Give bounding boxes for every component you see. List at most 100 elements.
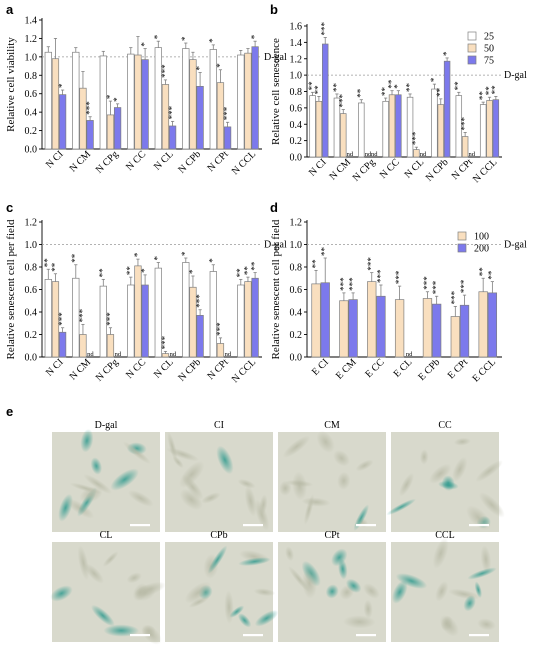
cell-blob xyxy=(102,551,119,567)
cell-blob xyxy=(342,615,376,629)
bar-c xyxy=(237,284,245,358)
cell-blob xyxy=(303,493,315,526)
nd-label-b: nd xyxy=(469,151,476,158)
chart-panel-c: 0.0 0.2 0.4 0.6 0.8 1.0 1.2 Relative senescent … xyxy=(5,218,287,386)
significance-mark-b: ** xyxy=(356,88,366,98)
cell-blob xyxy=(83,473,112,494)
legend-label-b: 25 xyxy=(484,32,494,43)
y-tick-label-b: 1.0 xyxy=(290,71,303,82)
scale-bar xyxy=(356,524,376,527)
bar-d xyxy=(320,282,330,358)
significance-mark-d: *** xyxy=(431,280,441,294)
significance-mark-a: *** xyxy=(222,106,232,120)
significance-mark-c: ** xyxy=(125,266,135,276)
significance-mark-a: * xyxy=(194,66,204,71)
significance-mark-d: *** xyxy=(422,276,432,290)
significance-mark-d: ** xyxy=(310,259,320,269)
chart-panel-d: 0.0 0.2 0.4 0.6 0.8 1.0 1.2 Relative senescent … xyxy=(270,218,527,385)
bar-b xyxy=(486,100,493,158)
bar-b xyxy=(461,136,469,158)
cell-blob xyxy=(325,584,339,599)
cell-blob xyxy=(395,573,428,589)
bar-d xyxy=(459,304,470,358)
bar-a xyxy=(113,107,122,150)
cell-blob xyxy=(337,471,351,490)
significance-mark-a: * xyxy=(112,97,122,102)
bar-b xyxy=(322,43,329,158)
significance-mark-c: *** xyxy=(160,335,170,349)
legend-label-d: 200 xyxy=(474,244,489,255)
significance-mark-a: * xyxy=(57,83,67,88)
micrograph-grid: D-gal CI CM CC CL CPb CPt CCL xyxy=(50,420,505,645)
x-tick-label-c: N CPb xyxy=(176,357,203,384)
cell-blob xyxy=(439,614,459,637)
bar-b xyxy=(437,104,444,158)
bar-b xyxy=(492,99,500,158)
significance-mark-a: *** xyxy=(84,101,94,115)
cell-blob xyxy=(279,480,292,496)
y-tick-label-d: 1.2 xyxy=(290,218,303,229)
y-tick-label-b: 1.6 xyxy=(290,22,303,33)
significance-mark-b: *** xyxy=(338,94,348,108)
y-tick-label-c: 0.2 xyxy=(25,330,38,341)
reference-label-a: D-gal xyxy=(264,52,287,63)
significance-mark-c: *** xyxy=(194,294,204,308)
significance-mark-a: * xyxy=(215,63,225,68)
significance-mark-d: ** xyxy=(320,247,330,257)
significance-mark-b: * xyxy=(429,77,439,82)
y-tick-label-b: 0.6 xyxy=(290,103,303,114)
significance-mark-d: *** xyxy=(394,270,404,284)
y-tick-label-a: 1.2 xyxy=(25,34,38,45)
significance-mark-c: ** xyxy=(242,266,252,276)
nd-label-b: nd xyxy=(365,151,372,158)
significance-mark-c: * xyxy=(208,258,218,263)
significance-mark-c: ** xyxy=(235,268,245,278)
bar-c xyxy=(141,284,149,358)
chart-panel-a: 0.0 0.2 0.4 0.6 0.8 1.0 1.2 1.4 Relative cell vi… xyxy=(5,16,287,178)
cell-blob xyxy=(229,605,245,618)
significance-mark-c: ** xyxy=(70,253,80,263)
bar-a xyxy=(86,120,94,150)
bar-b xyxy=(388,94,396,158)
panel-letter-b: b xyxy=(270,2,278,17)
significance-mark-c: ** xyxy=(50,262,60,272)
cell-blob xyxy=(331,548,348,567)
y-tick-label-c: 1.2 xyxy=(25,218,38,229)
legend-swatch-b xyxy=(467,55,477,65)
y-tick-label-b: 1.4 xyxy=(290,38,303,49)
micrograph-label: CPt xyxy=(324,530,339,541)
bar-d xyxy=(422,298,433,358)
y-tick-label-a: 1.4 xyxy=(25,16,38,27)
cell-blob xyxy=(467,567,497,580)
bar-a xyxy=(134,54,142,150)
bar-a xyxy=(44,51,52,150)
bar-b xyxy=(395,94,402,158)
significance-mark-b: ** xyxy=(484,86,494,96)
bar-a xyxy=(223,126,232,150)
bar-b xyxy=(315,100,323,158)
reference-label-d: D-gal xyxy=(504,240,527,251)
cell-blob xyxy=(91,604,115,627)
bar-a xyxy=(58,94,67,150)
bar-a xyxy=(79,87,87,150)
bar-d xyxy=(376,295,386,358)
x-tick-label-a: N CI xyxy=(44,149,66,171)
bar-c xyxy=(182,262,190,358)
micrograph-label: CCL xyxy=(435,530,454,541)
significance-mark-b: ** xyxy=(313,85,323,95)
significance-mark-c: *** xyxy=(77,308,87,322)
bar-a xyxy=(237,54,245,150)
significance-mark-a: *** xyxy=(160,64,170,78)
y-tick-label-c: 0.8 xyxy=(25,263,38,274)
legend-label-d: 100 xyxy=(474,232,489,243)
x-tick-label-d: E CM xyxy=(334,357,359,382)
bar-d xyxy=(311,283,321,358)
significance-mark-b: *** xyxy=(320,21,330,35)
bar-b xyxy=(340,113,347,158)
significance-mark-a: * xyxy=(249,34,259,39)
significance-mark-d: *** xyxy=(375,269,385,283)
x-tick-label-b: N CL xyxy=(403,157,427,181)
significance-mark-b: ** xyxy=(490,85,500,95)
bar-c xyxy=(161,353,170,358)
scale-bar xyxy=(130,524,150,527)
